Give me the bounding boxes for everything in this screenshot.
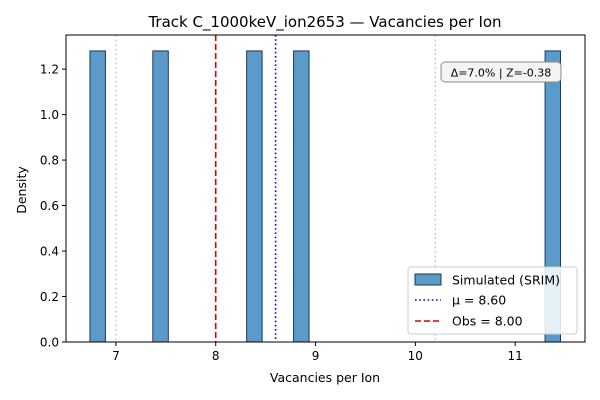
x-axis-label: Vacancies per Ion	[270, 370, 380, 385]
y-tick-label: 0.4	[40, 245, 59, 259]
plot-area: 7 8 9 10 11 0.0 0.2 0.4 0.6 0.8 1.0 1.2	[40, 34, 586, 363]
histogram-bar-3	[246, 50, 263, 343]
x-tick-label: 11	[507, 349, 522, 363]
x-tick-label: 8	[212, 349, 220, 363]
x-tick-label: 10	[408, 349, 423, 363]
legend-swatch-simulated	[414, 273, 442, 286]
y-tick-label: 0.6	[40, 199, 59, 213]
histogram-bar-4	[293, 50, 310, 343]
annotation-text: Δ=7.0% | Z=-0.38	[451, 67, 552, 80]
legend: Simulated (SRIM) μ = 8.60 Obs = 8.00	[407, 266, 578, 335]
x-tick-label: 7	[112, 349, 120, 363]
annotation-frame	[440, 61, 562, 83]
legend-frame	[407, 266, 578, 335]
histogram-bar-1	[89, 50, 106, 343]
y-tick-label: 0.0	[40, 336, 59, 350]
y-tick-label: 0.2	[40, 290, 59, 304]
legend-label-observed: Obs = 8.00	[452, 314, 523, 329]
x-tick-label: 9	[312, 349, 320, 363]
y-axis-label: Density	[14, 166, 29, 214]
legend-label-mean: μ = 8.60	[452, 293, 506, 308]
legend-label-simulated: Simulated (SRIM)	[452, 273, 560, 288]
y-tick-label: 0.8	[40, 154, 59, 168]
y-tick-label: 1.2	[40, 63, 59, 77]
histogram-bar-2	[152, 50, 169, 343]
y-tick-label: 1.0	[40, 108, 59, 122]
stats-annotation: Δ=7.0% | Z=-0.38	[440, 61, 562, 83]
chart-title: Track C_1000keV_ion2653 — Vacancies per …	[147, 13, 501, 32]
axes-frame	[65, 34, 586, 343]
